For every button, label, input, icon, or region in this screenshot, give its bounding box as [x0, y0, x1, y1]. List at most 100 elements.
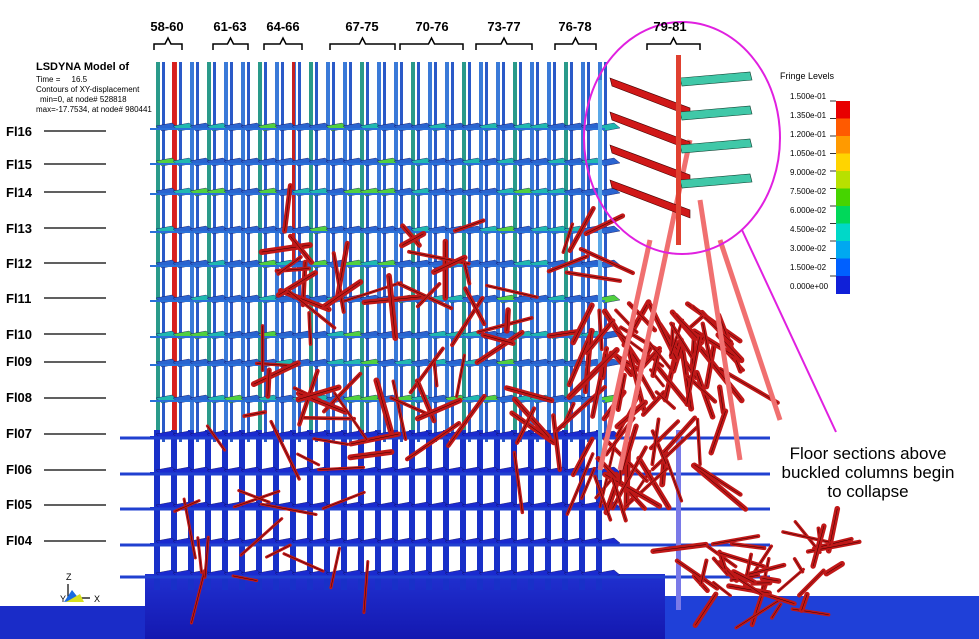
- debris-edge: [656, 366, 689, 405]
- debris-edge: [733, 571, 755, 583]
- upper-column: [298, 62, 301, 442]
- legend-swatch: [836, 241, 850, 259]
- debris-edge: [792, 608, 829, 615]
- debris-edge: [417, 400, 460, 419]
- debris-edge: [506, 387, 552, 401]
- legend-swatch: [836, 223, 850, 242]
- debris-edge: [647, 340, 671, 370]
- debris-edge: [350, 433, 399, 445]
- axis-y-label: Y: [60, 594, 67, 604]
- upper-column: [326, 62, 330, 442]
- debris-edge: [666, 460, 682, 501]
- debris-edge: [719, 387, 724, 413]
- column-group-bracket: [263, 36, 303, 50]
- debris-edge: [456, 355, 465, 397]
- debris-edge: [548, 256, 588, 272]
- debris-edge: [183, 499, 196, 558]
- legend-swatch: [836, 153, 850, 172]
- debris-edge: [433, 257, 465, 273]
- floor-label: Fl15: [6, 157, 33, 172]
- falling-column: [597, 239, 653, 471]
- legend-value: 4.500e-02: [790, 225, 827, 234]
- debris-edge: [233, 575, 257, 581]
- floor-section: [679, 105, 753, 121]
- debris-edge: [267, 370, 270, 397]
- debris-edge: [451, 297, 483, 346]
- column-group-label: 73-77: [487, 19, 521, 34]
- debris-edge: [207, 425, 225, 451]
- floor-section: [679, 173, 753, 189]
- contours-label: Contours of XY-displacement: [36, 85, 140, 94]
- upper-column: [207, 62, 211, 442]
- floor-label: Fl04: [6, 533, 33, 548]
- floor-label: Fl10: [6, 327, 33, 342]
- debris-edge: [244, 411, 266, 417]
- debris-edge: [514, 399, 550, 438]
- debris-edge: [569, 349, 617, 398]
- upper-column: [230, 62, 233, 442]
- debris-edge: [549, 331, 578, 337]
- debris-edge: [652, 426, 698, 470]
- debris-edge: [234, 491, 279, 508]
- debris-edge: [693, 465, 746, 510]
- debris-edge: [706, 344, 715, 387]
- debris-edge: [713, 582, 731, 596]
- debris-edge: [621, 426, 637, 473]
- legend-value: 9.000e-02: [790, 168, 827, 177]
- debris-edge: [465, 288, 485, 325]
- debris-edge: [270, 421, 300, 480]
- floor-label: Fl16: [6, 124, 33, 139]
- upper-column: [462, 62, 466, 442]
- debris-edge: [392, 381, 406, 440]
- legend-swatch: [836, 188, 850, 207]
- debris-edge: [656, 391, 675, 409]
- upper-column: [179, 62, 182, 442]
- debris-edge: [691, 339, 695, 367]
- legend-swatch: [836, 136, 850, 154]
- debris-edge: [702, 323, 711, 361]
- upper-column: [547, 62, 551, 442]
- debris-edge: [433, 361, 437, 386]
- debris-edge: [652, 352, 659, 376]
- debris-edge: [324, 281, 361, 307]
- debris-edge: [204, 537, 209, 578]
- floor-label: Fl11: [6, 291, 32, 306]
- column-group-bracket: [646, 36, 701, 50]
- debris-edge: [692, 306, 732, 342]
- collapse-annotation: Floor sections above buckled columns beg…: [758, 444, 978, 501]
- annotation-line: to collapse: [827, 482, 909, 501]
- upper-column: [394, 62, 398, 442]
- debris-edge: [174, 500, 200, 512]
- edge-column: [598, 80, 602, 480]
- debris-edge: [670, 320, 683, 356]
- debris-edge: [363, 561, 369, 613]
- collapsing-floor: [609, 179, 691, 219]
- debris-edge: [330, 548, 340, 588]
- debris-edge: [731, 543, 765, 549]
- debris-edge: [671, 323, 692, 357]
- column-group-bracket: [153, 36, 183, 50]
- collapsing-floor-sections: [609, 55, 753, 245]
- axis-triad: [64, 584, 90, 602]
- debris-edge: [464, 262, 470, 284]
- legend-swatch: [836, 258, 850, 277]
- debris-edge: [197, 537, 202, 573]
- debris-edge: [653, 544, 706, 552]
- debris-edge: [516, 408, 535, 443]
- debris-edge: [506, 310, 509, 331]
- column-group-bracket: [475, 36, 533, 50]
- upper-column: [513, 62, 517, 442]
- max-label: max=-17.7534, at node# 980441: [36, 105, 152, 114]
- upper-column: [519, 62, 522, 442]
- highlight-ellipse: [583, 21, 781, 255]
- debris-edge: [514, 452, 523, 513]
- upper-column: [502, 62, 505, 442]
- upper-column: [400, 62, 403, 442]
- debris-edge: [391, 397, 427, 414]
- debris-edge: [612, 477, 627, 521]
- debris-edge: [771, 604, 781, 618]
- debris-edge: [454, 220, 484, 232]
- debris-edge: [662, 417, 695, 455]
- debris-edge: [566, 272, 621, 282]
- debris-edge: [410, 348, 444, 393]
